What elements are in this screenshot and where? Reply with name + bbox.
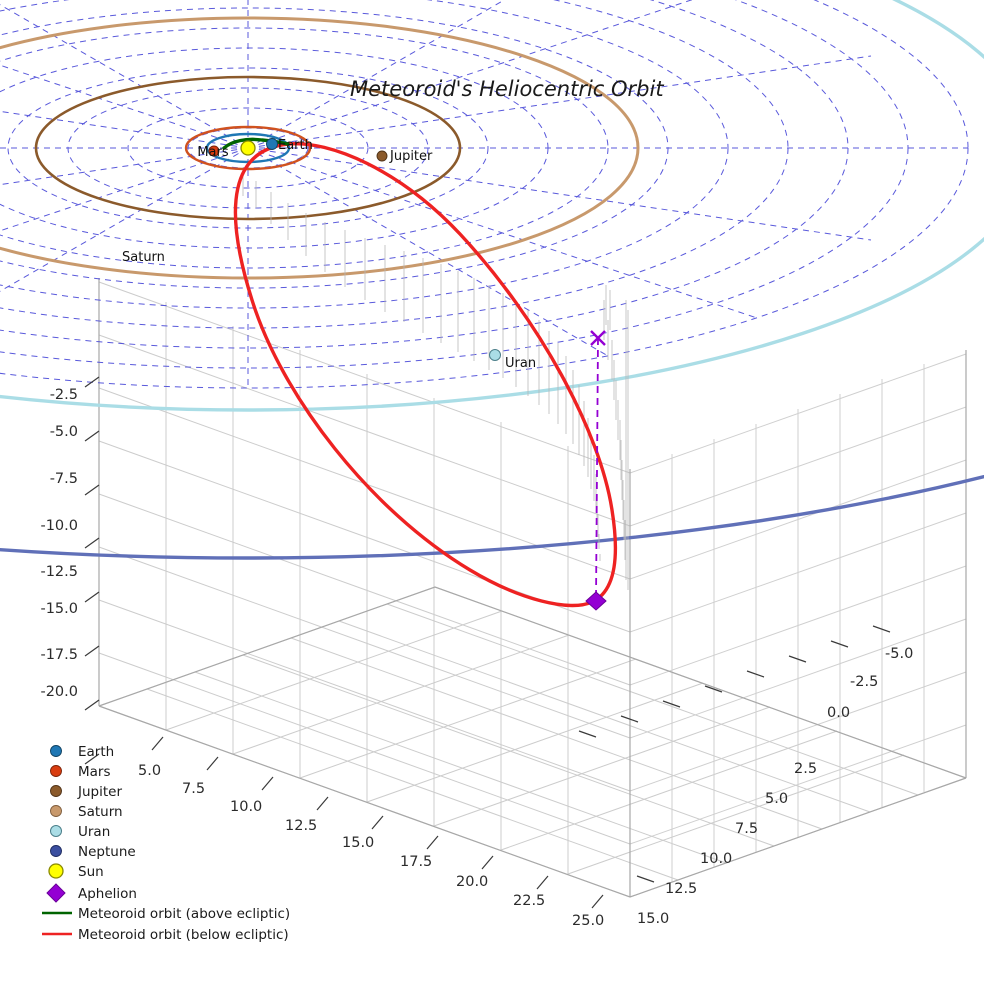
y-tick-label: 10.0 [700,851,732,867]
x-tick-label: 17.5 [400,854,432,870]
legend-item[interactable]: Mars [50,764,111,780]
floor-grid [98,586,967,898]
saturn-orbit-path [0,16,640,280]
left-pane-grid [98,278,631,897]
sun-marker-icon [240,140,256,156]
legend-label: Saturn [78,804,123,820]
legend-label: Meteoroid orbit (below ecliptic) [78,927,289,943]
z-tick-label: -20.0 [40,684,78,700]
legend-marker-earth [50,745,62,757]
planet-label-earth: Earth [278,138,313,153]
y-axis-ticks: -5.0 -2.5 0.0 2.5 5.0 7.5 10.0 12.5 15.0 [578,625,913,927]
y-tick-label: 15.0 [637,911,669,927]
aphelion-ecliptic-crossing-icon [590,330,606,346]
meteoroid-orbit [222,137,618,608]
x-tick-label: 12.5 [285,818,317,834]
legend-item[interactable]: Earth [50,744,115,760]
y-tick-label: 12.5 [665,881,697,897]
legend-label: Neptune [78,844,136,860]
z-tick-label: -10.0 [40,518,78,534]
aphelion-marker-icon [585,591,607,611]
legend-marker-sun [48,863,64,879]
ecliptic-radial-spokes [0,0,968,388]
legend-marker-mars [50,765,62,777]
uran-marker-icon [489,349,501,361]
legend-label: Aphelion [78,886,137,902]
x-tick-label: 20.0 [456,874,488,890]
z-tick-label: -15.0 [40,601,78,617]
planet-label-uran: Uran [505,356,536,371]
y-tick-label: 0.0 [827,705,850,721]
neptune-orbit-path [0,474,984,560]
z-tick-label: -2.5 [50,387,78,403]
z-tick-label: -12.5 [40,564,78,580]
aphelion-projection [585,330,607,611]
mars-marker-icon [208,145,220,157]
right-pane-grid [629,350,967,897]
x-tick-label: 15.0 [342,835,374,851]
meteoroid-droplines [242,170,629,590]
planet-label-group: Mars Earth Jupiter Saturn Uran [122,138,536,371]
planet-label-saturn: Saturn [122,250,165,265]
legend-label: Earth [78,744,114,760]
axes-box-edges [98,278,967,898]
z-axis-ticks: -2.5 -5.0 -7.5 -10.0 -12.5 -15.0 -17.5 -… [40,376,100,765]
planet-orbits [0,0,984,560]
y-tick-label: 2.5 [794,761,817,777]
jupiter-orbit-path [34,75,462,221]
legend-marker-saturn [50,805,62,817]
ecliptic-polar-grid [0,0,969,389]
legend-label: Uran [78,824,110,840]
legend-item[interactable]: Jupiter [50,784,123,800]
planet-markers [208,138,501,361]
legend: Earth Mars Jupiter Saturn Uran Neptune S… [42,744,290,943]
jupiter-marker-icon [376,150,388,162]
z-tick-label: -17.5 [40,647,78,663]
z-tick-label: -5.0 [50,424,78,440]
uranus-orbit-path [0,0,984,412]
legend-label: Mars [78,764,111,780]
planet-label-mars: Mars [197,145,229,160]
legend-item[interactable]: Neptune [50,844,136,860]
y-tick-label: 5.0 [765,791,788,807]
planet-label-jupiter: Jupiter [389,149,433,164]
x-axis-ticks: 5.0 7.5 10.0 12.5 15.0 17.5 20.0 22.5 25… [138,736,604,929]
x-tick-label: 25.0 [572,913,604,929]
legend-marker-uran [50,825,62,837]
legend-label: Meteoroid orbit (above ecliptic) [78,906,290,922]
legend-item[interactable]: Saturn [50,804,123,820]
legend-item[interactable]: Meteoroid orbit (above ecliptic) [42,906,290,922]
mars-orbit-path [184,125,312,171]
y-tick-label: -2.5 [850,674,878,690]
page-title: Meteoroid's Heliocentric Orbit [350,77,664,101]
y-tick-label: 7.5 [735,821,758,837]
x-tick-label: 7.5 [182,781,205,797]
legend-marker-aphelion [46,883,66,903]
y-tick-label: -5.0 [885,646,913,662]
legend-label: Jupiter [77,784,122,800]
legend-label: Sun [78,864,104,880]
aphelion-projection-line [595,337,599,602]
legend-item[interactable]: Meteoroid orbit (below ecliptic) [42,927,289,943]
meteoroid-orbit-above-ecliptic [222,137,290,150]
legend-item[interactable]: Aphelion [46,883,137,903]
legend-item[interactable]: Sun [48,863,104,880]
x-tick-label: 22.5 [513,893,545,909]
x-tick-label: 10.0 [230,799,262,815]
z-tick-label: -7.5 [50,471,78,487]
legend-item[interactable]: Uran [50,824,111,840]
x-tick-label: 5.0 [138,763,161,779]
legend-marker-neptune [50,845,62,857]
legend-marker-jupiter [50,785,62,797]
earth-marker-icon [266,138,278,150]
axes-3d-panes [98,278,967,898]
